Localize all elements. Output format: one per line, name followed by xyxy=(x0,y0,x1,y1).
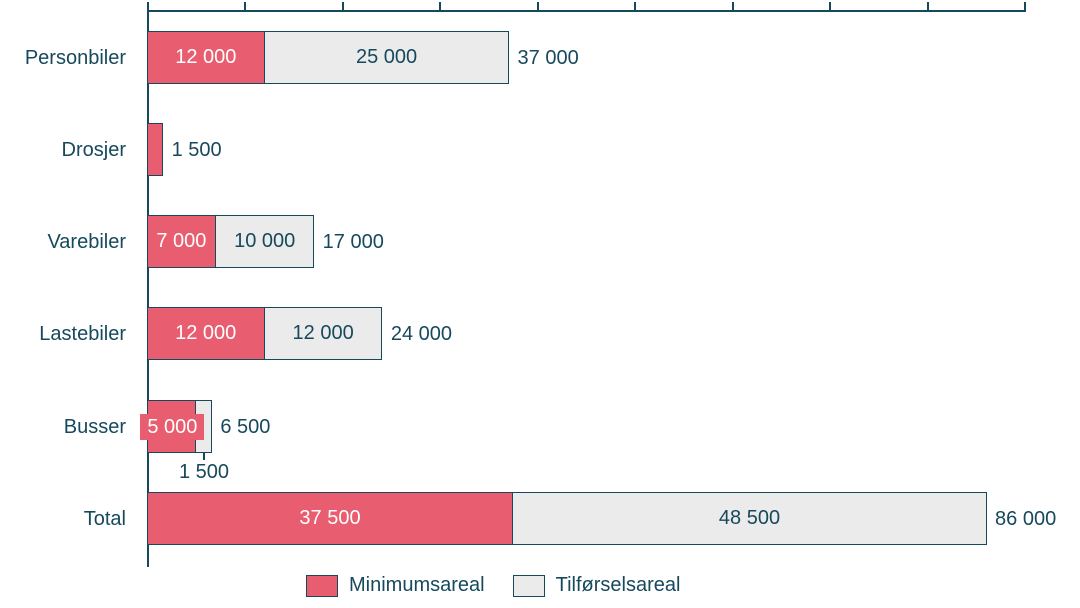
legend-item-minimumsareal: Minimumsareal xyxy=(306,574,485,597)
legend-item-tilforselsareal: Tilførselsareal xyxy=(512,574,681,597)
x-axis-tick xyxy=(926,2,929,11)
bar-value-label: 10 000 xyxy=(234,230,296,253)
total-value-label: 37 000 xyxy=(517,46,579,69)
bar-value-label: 48 500 xyxy=(718,507,781,529)
x-axis-tick xyxy=(244,2,247,11)
x-axis-tick xyxy=(536,2,539,11)
bar-row xyxy=(146,122,164,176)
bar-segment-minimumsareal xyxy=(147,123,163,175)
y-axis xyxy=(147,10,149,567)
bar-segment-minimumsareal: 37 500 xyxy=(147,493,513,544)
category-label: Busser xyxy=(63,415,126,438)
legend-swatch-tilforselsareal xyxy=(512,574,545,597)
bar-value-label: 12 000 xyxy=(175,322,237,345)
total-value-label: 24 000 xyxy=(390,323,453,346)
category-label: Lastebiler xyxy=(39,323,126,346)
legend-swatch-minimumsareal xyxy=(306,574,338,597)
legend: Minimumsareal Tilførselsareal xyxy=(306,574,680,597)
total-value-label: 6 500 xyxy=(220,415,271,438)
x-axis-tick xyxy=(439,2,442,11)
total-value-label: 17 000 xyxy=(322,231,384,254)
x-axis-tick xyxy=(1024,2,1026,11)
total-value-label: 86 000 xyxy=(995,508,1057,530)
bar-value-label: 25 000 xyxy=(355,45,418,68)
category-label: Drosjer xyxy=(61,138,126,161)
bar-value-label-overflow: 5 000 xyxy=(140,413,205,440)
x-axis-tick xyxy=(341,2,344,11)
bar-value-label: 7 000 xyxy=(156,230,207,253)
bar-segment-minimumsareal: 12 000 xyxy=(147,308,264,360)
total-value-label: 1 500 xyxy=(171,138,222,161)
x-axis xyxy=(147,10,1026,12)
bar-segment-tilforselsareal: 10 000 xyxy=(215,216,314,268)
bar-segment-tilforselsareal: 12 000 xyxy=(263,308,382,360)
x-axis-tick xyxy=(147,2,149,11)
legend-label-minimumsareal: Minimumsareal xyxy=(349,574,485,596)
x-axis-tick xyxy=(634,2,637,11)
bar-segment-tilforselsareal: 25 000 xyxy=(264,31,509,83)
legend-label-tilforselsareal: Tilførselsareal xyxy=(555,574,681,596)
bar-segment-minimumsareal: 7 000 xyxy=(147,216,216,268)
bar-row: 12 000 25 000 xyxy=(146,30,510,84)
bar-value-label: 12 000 xyxy=(175,45,237,68)
bar-row: 37 500 48 500 xyxy=(146,492,987,545)
bar-value-label: 12 000 xyxy=(292,322,354,345)
category-label: Total xyxy=(83,508,126,530)
leader-line xyxy=(203,452,206,460)
bar-segment-tilforselsareal: 48 500 xyxy=(512,493,986,544)
x-axis-tick xyxy=(731,2,734,11)
below-value-label: 1 500 xyxy=(178,460,230,483)
bar-segment-minimumsareal: 12 000 xyxy=(147,31,265,83)
x-axis-tick xyxy=(829,2,832,11)
category-label: Varebiler xyxy=(47,231,126,254)
bar-value-label: 37 500 xyxy=(299,507,361,529)
bar-row: 7 000 10 000 xyxy=(146,215,315,269)
bar-row: 12 000 12 000 xyxy=(146,307,383,361)
category-label: Personbiler xyxy=(24,46,126,69)
